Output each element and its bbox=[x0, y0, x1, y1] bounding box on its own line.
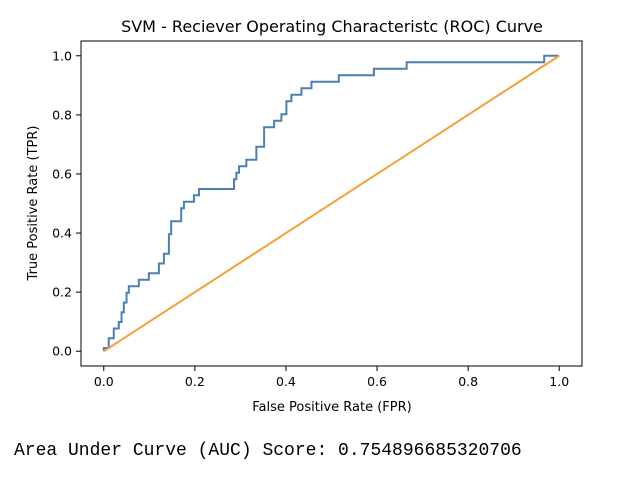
roc-chart: SVM - Reciever Operating Characteristc (… bbox=[26, 17, 583, 415]
x-tick-label: 0.6 bbox=[367, 374, 387, 389]
chart-title: SVM - Reciever Operating Characteristc (… bbox=[121, 17, 543, 36]
y-tick-label: 1.0 bbox=[52, 48, 72, 63]
y-axis-label: True Positive Rate (TPR) bbox=[26, 126, 41, 282]
x-axis-label: False Positive Rate (FPR) bbox=[252, 400, 411, 415]
plot-frame bbox=[80, 40, 583, 367]
roc-curve-line bbox=[102, 54, 560, 352]
x-tick-label: 0.2 bbox=[185, 374, 205, 389]
y-tick-label: 0.0 bbox=[52, 344, 72, 359]
x-ticks: 0.0 0.2 0.4 0.6 0.8 1.0 bbox=[94, 366, 569, 389]
diagonal-reference-line bbox=[103, 54, 560, 353]
x-tick-label: 0.8 bbox=[458, 374, 478, 389]
series-layer bbox=[102, 54, 560, 353]
y-tick-label: 0.6 bbox=[52, 166, 72, 181]
x-tick-label: 0.4 bbox=[276, 374, 296, 389]
y-tick-label: 0.4 bbox=[52, 226, 72, 241]
y-tick-label: 0.8 bbox=[52, 107, 72, 122]
x-tick-label: 0.0 bbox=[94, 374, 114, 389]
y-ticks: 0.0 0.2 0.4 0.6 0.8 1.0 bbox=[52, 48, 81, 359]
y-tick-label: 0.2 bbox=[52, 285, 72, 300]
x-tick-label: 1.0 bbox=[549, 374, 569, 389]
auc-score-text: Area Under Curve (AUC) Score: 0.75489668… bbox=[14, 441, 522, 461]
